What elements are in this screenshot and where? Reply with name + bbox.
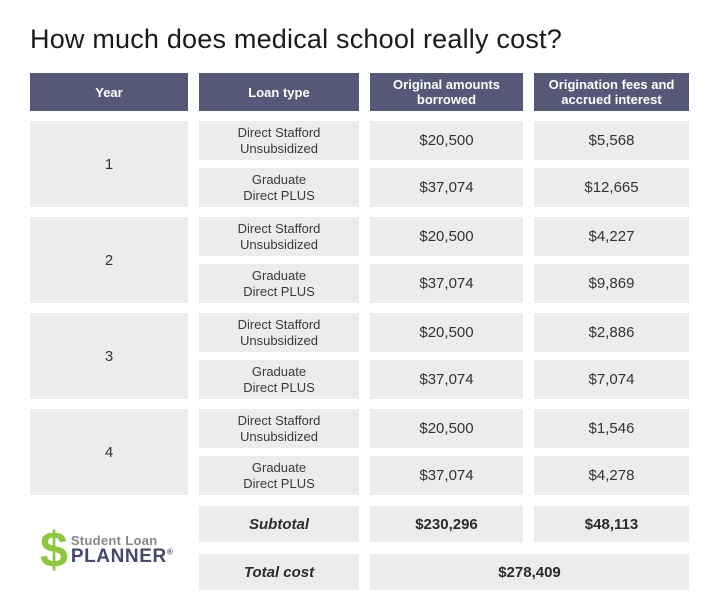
column-header-fees: Origination fees and accrued interest [534,73,689,111]
year-block-3: 3 Direct Stafford Unsubsidized $20,500 $… [30,313,689,399]
loan-type-cell: Direct Stafford Unsubsidized [199,217,359,256]
total-row: Total cost $278,409 [30,554,689,590]
borrowed-cell: $37,074 [370,360,523,399]
borrowed-cell: $37,074 [370,168,523,207]
loan-type-cell: Direct Stafford Unsubsidized [199,409,359,448]
loan-type-cell: Graduate Direct PLUS [199,264,359,303]
borrowed-cell: $20,500 [370,121,523,160]
cost-table: Year Loan type Original amounts borrowed… [30,73,689,590]
loan-type-cell: Direct Stafford Unsubsidized [199,121,359,160]
loan-type-cell: Direct Stafford Unsubsidized [199,313,359,352]
year-block-1: 1 Direct Stafford Unsubsidized $20,500 $… [30,121,689,207]
logo-planner-text: PLANNER [70,545,167,567]
year-block-2: 2 Direct Stafford Unsubsidized $20,500 $… [30,217,689,303]
fees-cell: $1,546 [534,409,689,448]
column-header-year: Year [30,73,188,111]
fees-cell: $7,074 [534,360,689,399]
fees-cell: $9,869 [534,264,689,303]
fees-cell: $12,665 [534,168,689,207]
fees-cell: $4,278 [534,456,689,495]
page-title: How much does medical school really cost… [30,24,562,54]
borrowed-cell: $37,074 [370,264,523,303]
total-label: Total cost [199,554,359,590]
borrowed-cell: $20,500 [370,313,523,352]
fees-cell: $4,227 [534,217,689,256]
table-header-row: Year Loan type Original amounts borrowed… [30,73,689,111]
loan-type-cell: Graduate Direct PLUS [199,360,359,399]
student-loan-planner-logo: $ Student Loan PLANNER® [40,522,174,578]
logo-planner: PLANNER® [71,546,174,568]
logo-student-loan: Student Loan [70,532,158,548]
year-cell: 2 [30,217,188,303]
dollar-icon: $ [40,522,68,578]
year-cell: 1 [30,121,188,207]
year-cell: 4 [30,409,188,495]
logo-text: Student Loan PLANNER® [71,533,174,568]
fees-cell: $2,886 [534,313,689,352]
year-cell: 3 [30,313,188,399]
subtotal-fees-cell: $48,113 [534,506,689,542]
loan-type-cell: Graduate Direct PLUS [199,456,359,495]
borrowed-cell: $37,074 [370,456,523,495]
subtotal-borrowed-cell: $230,296 [370,506,523,542]
borrowed-cell: $20,500 [370,217,523,256]
registered-trademark-icon: ® [166,547,174,557]
loan-type-cell: Graduate Direct PLUS [199,168,359,207]
column-header-borrowed: Original amounts borrowed [370,73,523,111]
year-block-4: 4 Direct Stafford Unsubsidized $20,500 $… [30,409,689,495]
total-value-cell: $278,409 [370,554,689,590]
fees-cell: $5,568 [534,121,689,160]
column-header-loan-type: Loan type [199,73,359,111]
borrowed-cell: $20,500 [370,409,523,448]
subtotal-label: Subtotal [199,506,359,542]
subtotal-row: Subtotal $230,296 $48,113 [30,506,689,542]
